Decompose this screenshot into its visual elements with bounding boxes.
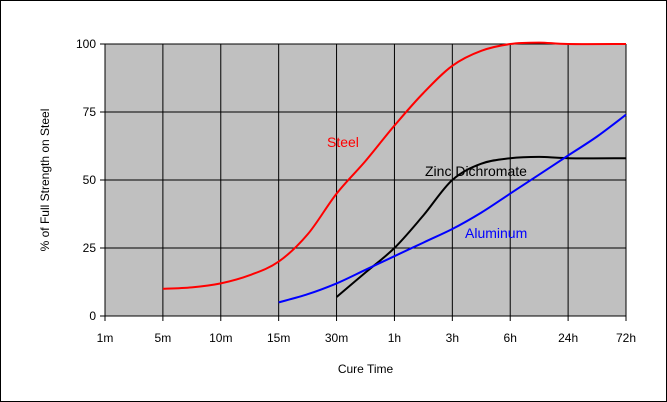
series-labels: Steel Zinc Dichromate Aluminum — [327, 134, 527, 241]
series-label-steel: Steel — [327, 134, 359, 150]
x-tick-label: 1h — [388, 331, 401, 345]
y-axis-ticks: 0 25 50 75 100 — [76, 37, 105, 323]
y-tick-label: 75 — [83, 105, 97, 119]
y-tick-label: 50 — [83, 173, 97, 187]
y-tick-label: 25 — [83, 241, 97, 255]
series-line-aluminum — [278, 113, 627, 304]
series-label-aluminum: Aluminum — [465, 225, 527, 241]
series-label-zinc-dichromate: Zinc Dichromate — [425, 163, 527, 179]
grid-lines — [105, 43, 627, 316]
x-tick-label: 1m — [97, 331, 114, 345]
x-tick-label: 72h — [616, 331, 636, 345]
x-tick-label: 15m — [267, 331, 290, 345]
x-tick-label: 24h — [558, 331, 578, 345]
y-tick-label: 100 — [76, 37, 96, 51]
series-line-zinc-dichromate — [335, 155, 627, 298]
series-lines — [162, 41, 627, 304]
series-line-steel — [162, 41, 627, 290]
x-tick-label: 5m — [155, 331, 172, 345]
y-axis-label: % of Full Strength on Steel — [38, 109, 52, 252]
x-axis-ticks: 1m 5m 10m 15m 30m 1h 3h 6h 24h 72h — [97, 316, 636, 345]
x-tick-label: 10m — [209, 331, 232, 345]
x-tick-label: 3h — [446, 331, 459, 345]
x-tick-label: 30m — [325, 331, 348, 345]
y-tick-label: 0 — [89, 309, 96, 323]
x-tick-label: 6h — [504, 331, 517, 345]
x-axis-label: Cure Time — [338, 362, 394, 376]
